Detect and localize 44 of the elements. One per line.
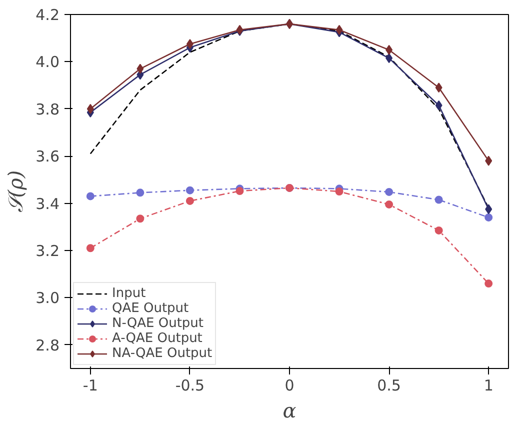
y-tick-label: 3.0 [36,289,60,308]
point [434,226,443,234]
legend-label: Input [112,286,146,301]
y-tick-label: 3.8 [36,100,60,118]
point [485,204,492,214]
x-tick-label: 0.5 [377,376,401,394]
point [386,44,393,55]
point [136,214,144,223]
legend-label: A-QAE Output [112,331,202,346]
point [386,53,393,64]
point [136,188,144,197]
y-tick-label: 2.8 [36,336,60,354]
point [236,187,244,196]
point [434,196,443,204]
legend-label: NA-QAE Output [112,346,212,361]
point [86,104,94,114]
x-tick-label: 1 [484,376,494,394]
point [336,24,343,35]
point [385,188,394,196]
point [435,82,442,93]
x-tick-label: -0.5 [175,376,205,394]
point [335,188,344,196]
y-tick-label: 3.2 [36,242,60,260]
y-tick-label: 3.6 [36,148,60,166]
point [385,200,394,208]
point [186,186,194,194]
y-tick-label: 4.0 [36,53,60,72]
point [435,100,442,110]
point [485,156,492,166]
x-axis-title: α [282,398,297,422]
y-tick-label: 3.4 [36,194,60,213]
point [86,244,94,252]
x-tick-label: -1 [82,376,98,394]
y-axis-title: 𝒮(ρ) [4,170,28,213]
point [136,64,144,74]
x-tick-label: 0 [284,376,294,394]
point [186,39,194,49]
point [484,280,493,288]
legend-label: N-QAE Output [112,316,204,331]
point [186,196,194,205]
legend-label: QAE Output [112,301,189,316]
point [86,192,94,200]
y-tick-label: 4.2 [36,6,60,24]
point [484,213,493,222]
